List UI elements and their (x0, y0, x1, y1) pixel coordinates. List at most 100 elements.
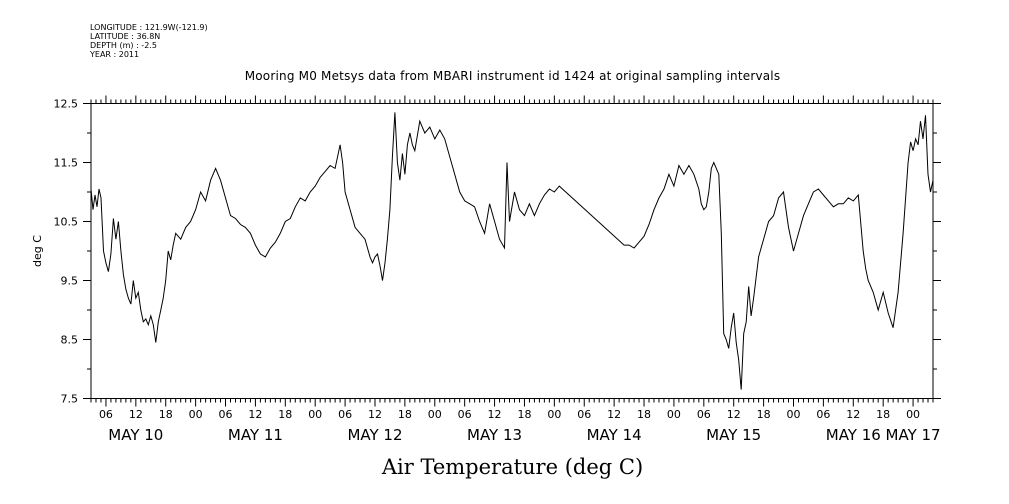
data-point (504, 247, 505, 248)
x-tick-label: 18 (159, 408, 173, 421)
x-tick-label: 12 (248, 408, 262, 421)
data-point (195, 209, 196, 210)
data-point (245, 227, 246, 228)
data-point (275, 242, 276, 243)
data-point (716, 168, 717, 169)
data-point (345, 191, 346, 192)
data-point (145, 318, 146, 319)
x-day-label: MAY 12 (347, 426, 402, 444)
data-point (135, 298, 136, 299)
data-point (499, 239, 500, 240)
data-point (404, 174, 405, 175)
data-point (629, 245, 630, 246)
data-point (230, 215, 231, 216)
data-point (372, 262, 373, 263)
x-tick-label: 18 (637, 408, 651, 421)
data-point (514, 191, 515, 192)
data-point (653, 209, 654, 210)
data-point (913, 150, 914, 151)
data-point (155, 342, 156, 343)
data-point (813, 191, 814, 192)
data-point (658, 197, 659, 198)
data-point (382, 280, 383, 281)
data-point (168, 250, 169, 251)
data-point (240, 224, 241, 225)
data-point (793, 250, 794, 251)
data-point (113, 218, 114, 219)
data-point (524, 215, 525, 216)
data-point (858, 194, 859, 195)
data-point (708, 191, 709, 192)
data-point (118, 221, 119, 222)
x-tick-label: 00 (786, 408, 800, 421)
y-tick-label: 8.5 (61, 334, 79, 347)
data-point (828, 200, 829, 201)
data-point (554, 191, 555, 192)
x-tick-label: 00 (906, 408, 920, 421)
data-point (90, 188, 91, 189)
data-point (414, 150, 415, 151)
data-point (534, 215, 535, 216)
year-label: YEAR : 2011 (90, 50, 140, 59)
data-point (788, 227, 789, 228)
data-point (798, 233, 799, 234)
chart-title: Mooring M0 Metsys data from MBARI instru… (244, 69, 781, 83)
data-point (280, 233, 281, 234)
data-point (407, 144, 408, 145)
data-point (103, 250, 104, 251)
data-point (260, 253, 261, 254)
data-point (165, 280, 166, 281)
data-point (364, 239, 365, 240)
data-point (668, 174, 669, 175)
data-point (342, 162, 343, 163)
data-point (683, 174, 684, 175)
data-point (711, 168, 712, 169)
data-point (763, 239, 764, 240)
data-point (98, 188, 99, 189)
data-point (818, 188, 819, 189)
data-point (823, 194, 824, 195)
latitude-label: LATITUDE : 36.8N (90, 32, 161, 41)
x-tick-label: 00 (189, 408, 203, 421)
data-point (509, 221, 510, 222)
data-point (865, 268, 866, 269)
data-point (270, 247, 271, 248)
data-point (434, 138, 435, 139)
data-point (918, 144, 919, 145)
data-point (394, 112, 395, 113)
data-point (883, 292, 884, 293)
data-point (873, 292, 874, 293)
y-tick-label: 9.5 (61, 275, 79, 288)
data-point (235, 218, 236, 219)
data-point (843, 203, 844, 204)
x-minor-ticks (90, 95, 934, 403)
data-point (123, 274, 124, 275)
data-point (355, 227, 356, 228)
x-axis: 06 12 18 00 06 12 18 00 06 12 18 00 06 12 18 00 06 12 18 00… (99, 398, 941, 444)
data-point (305, 200, 306, 201)
data-point (120, 250, 121, 251)
data-point (736, 342, 737, 343)
x-day-label: MAY 17 (886, 426, 941, 444)
data-point (374, 256, 375, 257)
data-point (723, 333, 724, 334)
data-point (350, 209, 351, 210)
data-point (758, 256, 759, 257)
data-point (429, 127, 430, 128)
data-point (163, 298, 164, 299)
data-point (130, 304, 131, 305)
data-point (721, 233, 722, 234)
x-tick-label: 18 (876, 408, 890, 421)
x-tick-label: 12 (727, 408, 741, 421)
data-point (110, 253, 111, 254)
data-point (210, 180, 211, 181)
data-point (133, 280, 134, 281)
data-point (115, 239, 116, 240)
metadata-block: LONGITUDE : 121.9W(-121.9) LATITUDE : 36… (90, 23, 208, 59)
data-point (920, 121, 921, 122)
x-tick-label: 06 (697, 408, 711, 421)
data-point (741, 389, 742, 390)
data-point (927, 174, 928, 175)
data-point (932, 180, 933, 181)
